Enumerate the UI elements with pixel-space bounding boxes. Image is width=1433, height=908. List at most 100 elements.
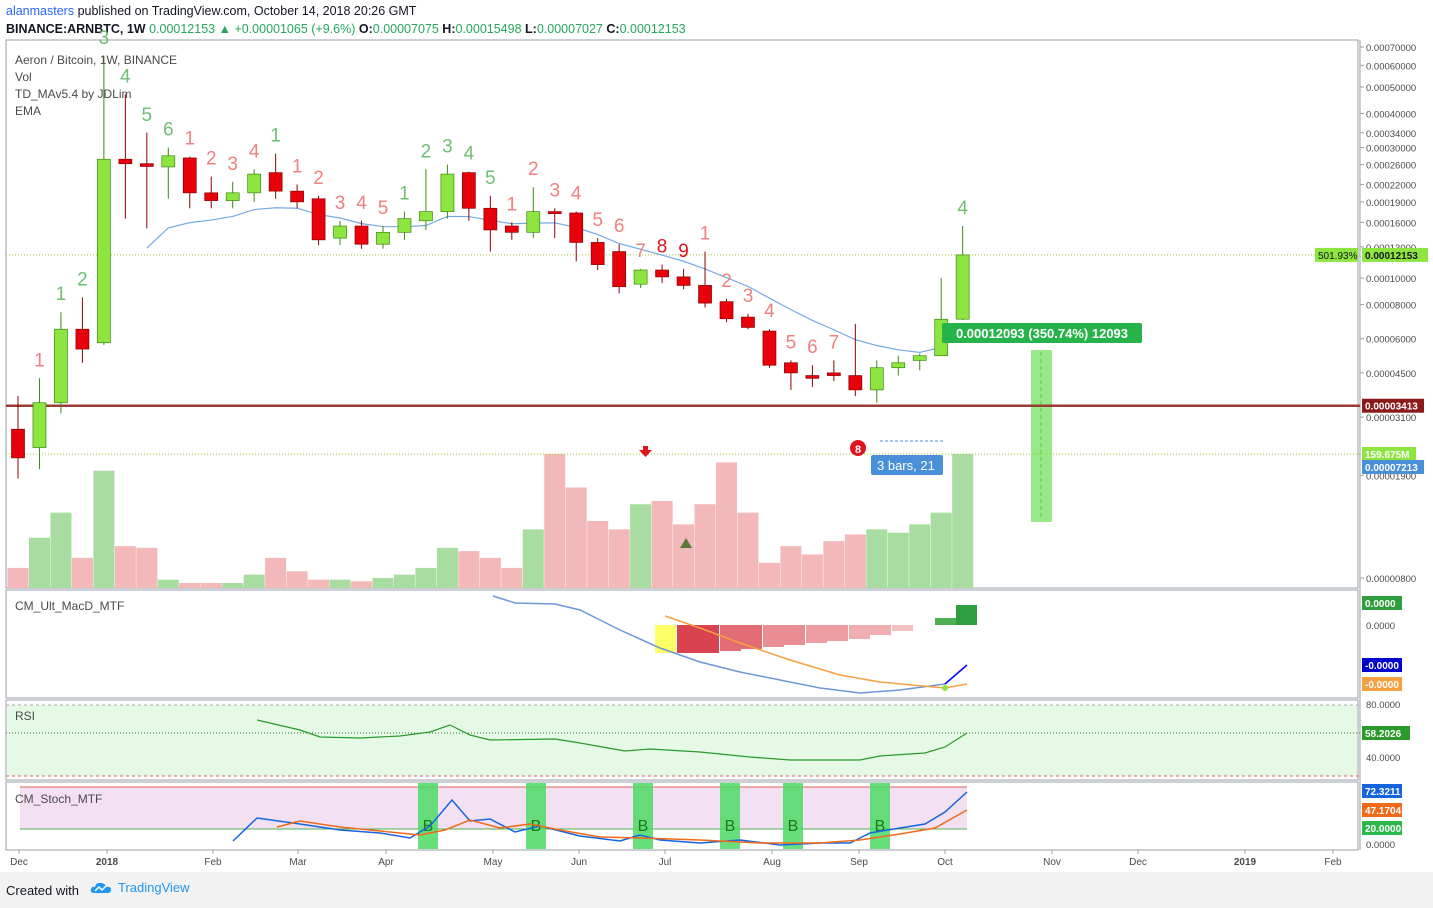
macd-histogram-bar	[870, 625, 891, 635]
macd-histogram-bar	[956, 605, 977, 625]
td-count-label: 2	[421, 141, 432, 162]
candle-body	[462, 172, 476, 209]
legend-stoch[interactable]: CM_Stoch_MTF	[15, 792, 103, 806]
candle-body	[719, 301, 734, 320]
price-tick-label: 0.00000800	[1366, 574, 1416, 585]
candle-body	[354, 225, 369, 245]
macd-line-tag-bg	[1362, 658, 1402, 672]
td-count-label: 5	[592, 210, 603, 231]
candle-body	[419, 211, 433, 222]
tradingview-brand: TradingView	[118, 880, 190, 895]
macd-histogram-bar	[935, 618, 956, 625]
open-value: 0.00007075	[372, 22, 439, 36]
stoch-d-tag: 47.1704	[1365, 806, 1402, 817]
volume-bar	[329, 579, 351, 588]
volume-bar	[694, 504, 716, 588]
buy-label: B	[725, 818, 736, 835]
macd-line	[492, 595, 946, 694]
footer: Created with TradingView	[0, 872, 1433, 908]
macd-cross-dot	[942, 685, 948, 691]
percent-tag: 501.93%	[1318, 251, 1358, 262]
volume-bar	[844, 534, 866, 588]
legend-td[interactable]: TD_MAv5.4 by JDLim	[15, 87, 132, 101]
time-tick-label: Dec	[10, 857, 28, 868]
time-tick-label: Oct	[937, 857, 953, 868]
legend-title[interactable]: Aeron / Bitcoin, 1W, BINANCE	[15, 53, 178, 67]
candle-body	[741, 316, 755, 328]
macd-histogram-bar	[720, 625, 741, 651]
legend-vol[interactable]: Vol	[15, 70, 32, 84]
volume-bar	[157, 579, 179, 588]
created-with-label: Created with	[6, 883, 79, 898]
rsi-band	[7, 705, 1357, 776]
candle-body	[97, 158, 111, 344]
td-count-label: 3	[335, 193, 346, 214]
volume-bar	[909, 524, 931, 588]
volume-bar	[630, 504, 652, 588]
time-tick-label: Apr	[378, 857, 394, 868]
candle	[676, 268, 691, 290]
candle	[139, 132, 154, 229]
candle	[784, 360, 798, 390]
td-count-label: 4	[957, 198, 968, 219]
volume-bar	[372, 577, 394, 588]
volume-bar	[930, 512, 952, 588]
publish-text: published on TradingView.com, October 14…	[77, 4, 417, 18]
price-tick-label: 0.00022000	[1366, 180, 1416, 191]
candle-body	[912, 355, 927, 361]
price-tick-label: 0.00006000	[1366, 335, 1416, 346]
candle-body	[526, 211, 541, 233]
legend-ema[interactable]: EMA	[15, 104, 42, 118]
legend-macd[interactable]: CM_Ult_MacD_MTF	[15, 599, 125, 613]
td-count-label: 4	[249, 141, 260, 162]
volume-bar	[265, 557, 287, 588]
volume-bar	[28, 537, 50, 588]
stoch-k-line	[232, 791, 968, 846]
volume-bar	[114, 546, 136, 588]
volume-bar	[887, 532, 909, 588]
high-value: 0.00015498	[455, 22, 522, 36]
tradingview-link[interactable]: TradingView	[90, 880, 190, 895]
candle	[419, 169, 433, 230]
volume-bar	[737, 512, 759, 588]
volume-bar	[522, 529, 544, 588]
triangle-up-icon	[680, 538, 692, 548]
volume-bar	[479, 557, 501, 588]
td-count-label: 7	[635, 241, 646, 262]
candle	[161, 147, 176, 199]
candle-body	[311, 198, 326, 241]
candle	[268, 153, 283, 199]
macd-pane-frame	[5, 589, 1359, 699]
candle	[719, 298, 734, 323]
macd-hist-tag: 0.0000	[1365, 599, 1396, 610]
candle-body	[633, 269, 648, 285]
volume-bar	[608, 529, 630, 588]
candle-body	[225, 192, 240, 201]
close-value: 0.00012153	[619, 22, 686, 36]
rsi-value-tag: 58.2026	[1365, 729, 1402, 740]
volume-bar	[587, 521, 609, 588]
td-count-label: 1	[34, 350, 45, 371]
legend-rsi[interactable]: RSI	[15, 709, 36, 723]
td-count-label: 3	[442, 137, 453, 158]
chart-canvas[interactable]: 0.00070000 0.00060000 0.00050000 0.00040000…	[0, 0, 1433, 872]
signal-line	[664, 615, 968, 689]
td-count-label: 5	[485, 168, 496, 189]
stoch-tick-0: 0.0000	[1366, 840, 1395, 851]
candle-body	[118, 158, 133, 165]
candle	[440, 164, 455, 219]
candle-body	[676, 276, 691, 286]
candle	[354, 220, 369, 249]
measure-label-text: 0.00012093 (350.74%) 12093	[956, 326, 1128, 341]
author-link[interactable]: alanmasters	[6, 4, 75, 18]
candle	[118, 94, 133, 219]
candle-body	[827, 372, 841, 376]
macd-histogram-bar	[655, 625, 676, 653]
price-tick-label: 0.00026000	[1366, 161, 1416, 172]
td-count-label: 3	[549, 180, 560, 201]
td-count-label: 2	[313, 168, 324, 189]
macd-histogram-bar	[741, 625, 762, 649]
candle	[204, 176, 219, 209]
macd-histogram-bar	[763, 625, 784, 647]
macd-histogram-bar	[849, 625, 870, 639]
